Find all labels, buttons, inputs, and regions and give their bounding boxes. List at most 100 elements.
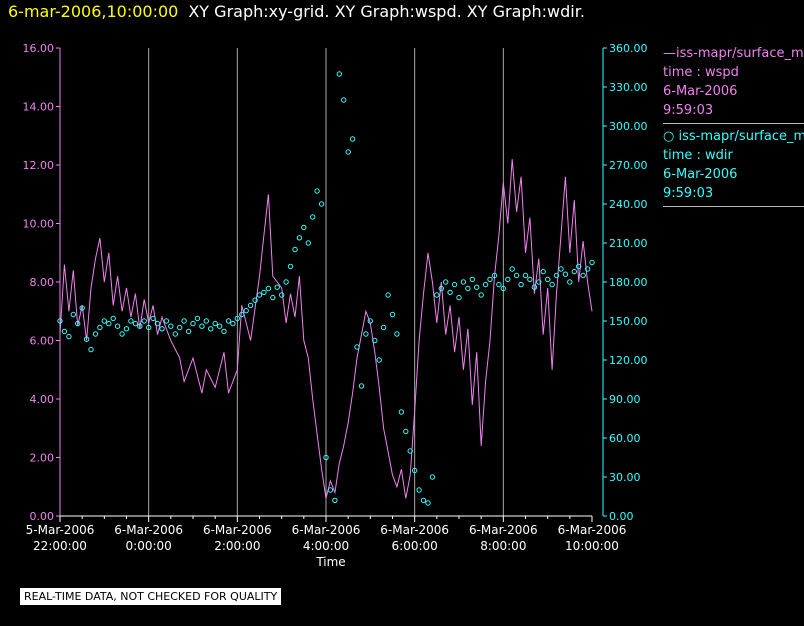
wdir-data-point: [491, 272, 498, 279]
x-tick-label: 2:00:00: [214, 539, 260, 553]
wdir-data-point: [79, 305, 85, 311]
wspd-series-line: [59, 159, 593, 499]
right-tick-label: 240.00: [609, 198, 648, 211]
wdir-data-point: [132, 320, 139, 327]
wdir-data-point: [420, 497, 427, 504]
x-tick-label: 6:00:00: [392, 539, 438, 553]
wdir-data-point: [567, 279, 573, 285]
legend-date: 6-Mar-2006: [663, 84, 738, 99]
wdir-data-point: [168, 323, 174, 329]
wdir-data-point: [243, 307, 249, 314]
wdir-data-point: [305, 240, 311, 246]
wdir-data-point: [88, 346, 94, 353]
x-tick-label: 6-Mar-2006: [292, 523, 361, 537]
wdir-data-point: [380, 324, 387, 331]
wdir-data-point: [416, 487, 422, 493]
legend-time: 9:59:03: [663, 186, 714, 201]
wdir-data-point: [447, 289, 453, 296]
wdir-data-point: [460, 279, 467, 285]
wdir-data-point: [119, 331, 125, 337]
wdir-data-point: [580, 272, 586, 279]
wdir-data-point: [336, 71, 342, 77]
wdir-data-point: [558, 266, 564, 272]
chart-header: 6-mar-2006,10:00:00 XY Graph:xy-grid. XY …: [8, 2, 585, 21]
wdir-data-point: [234, 315, 241, 322]
wdir-data-point: [469, 276, 475, 283]
x-tick-label: 6-Mar-2006: [558, 523, 627, 537]
wdir-data-point: [70, 311, 77, 318]
x-tick-label: 6-Mar-2006: [380, 523, 449, 537]
wdir-data-point: [407, 448, 413, 454]
wdir-data-point: [576, 263, 582, 270]
wdir-data-point: [323, 454, 329, 461]
right-tick-label: 270.00: [609, 159, 648, 172]
wdir-data-point: [221, 328, 227, 335]
right-tick-label: 0.00: [609, 510, 634, 523]
wdir-data-point: [553, 272, 560, 279]
left-tick-label: 16.00: [23, 42, 55, 55]
wdir-data-point: [270, 294, 276, 301]
wdir-data-point: [496, 281, 502, 288]
right-tick-label: 30.00: [609, 471, 641, 484]
left-tick-label: 14.00: [23, 101, 55, 114]
wdir-data-point: [509, 266, 515, 272]
legend-variable: time : wspd: [663, 65, 739, 80]
wdir-data-point: [75, 320, 81, 327]
wdir-data-point: [527, 276, 533, 283]
wdir-data-point: [159, 326, 165, 332]
left-tick-label: 0.00: [30, 510, 55, 523]
wdir-data-point: [61, 328, 68, 335]
wdir-data-point: [128, 318, 134, 324]
x-tick-label: 6-Mar-2006: [469, 523, 538, 537]
wdir-data-point: [296, 235, 303, 241]
wdir-data-point: [474, 284, 480, 290]
right-tick-label: 300.00: [609, 120, 648, 133]
wdir-data-point: [434, 292, 440, 298]
wdir-data-point: [545, 276, 551, 283]
left-tick-label: 12.00: [23, 159, 55, 172]
wdir-data-point: [283, 279, 289, 285]
wdir-data-point: [194, 315, 201, 322]
wdir-data-point: [589, 259, 595, 266]
wdir-data-point: [256, 292, 263, 298]
wdir-data-point: [438, 285, 444, 292]
wdir-data-point: [412, 467, 418, 474]
wdir-data-point: [92, 331, 99, 337]
left-tick-label: 2.00: [30, 452, 55, 465]
legend-time: 9:59:03: [663, 103, 714, 118]
wdir-data-point: [451, 281, 458, 288]
wdir-data-point: [584, 266, 591, 272]
wdir-data-point: [505, 276, 511, 283]
wdir-data-point: [332, 497, 338, 504]
wdir-data-point: [363, 331, 369, 337]
wdir-data-point: [252, 297, 258, 303]
legend-source: ○ iss-mapr/surface_m: [663, 129, 804, 144]
wdir-data-point: [518, 281, 524, 288]
wdir-data-point: [181, 318, 187, 324]
wdir-data-point: [513, 272, 520, 279]
wdir-data-point: [354, 344, 360, 350]
wdir-data-point: [225, 318, 232, 324]
wdir-data-point: [482, 281, 489, 288]
legend-date: 6-Mar-2006: [663, 167, 738, 182]
header-title: XY Graph:xy-grid. XY Graph:wspd. XY Grap…: [188, 2, 585, 21]
wdir-data-point: [163, 318, 170, 324]
right-tick-label: 180.00: [609, 276, 648, 289]
wdir-data-point: [349, 136, 356, 142]
legend-entry-wdir: ○ iss-mapr/surface_m time : wdir 6-Mar-2…: [663, 127, 804, 207]
wdir-data-point: [345, 149, 351, 155]
wdir-data-point: [465, 285, 471, 292]
wdir-data-point: [367, 318, 373, 324]
wdir-data-point: [101, 318, 108, 324]
wdir-data-point: [57, 318, 63, 324]
wdir-data-point: [216, 323, 223, 329]
wdir-data-point: [190, 320, 196, 327]
wdir-data-point: [279, 292, 285, 298]
wdir-data-point: [203, 318, 210, 324]
wdir-data-point: [106, 320, 112, 327]
wdir-data-point: [341, 97, 347, 103]
right-tick-label: 150.00: [609, 315, 648, 328]
wdir-data-point: [177, 324, 183, 331]
wdir-data-point: [394, 331, 400, 337]
